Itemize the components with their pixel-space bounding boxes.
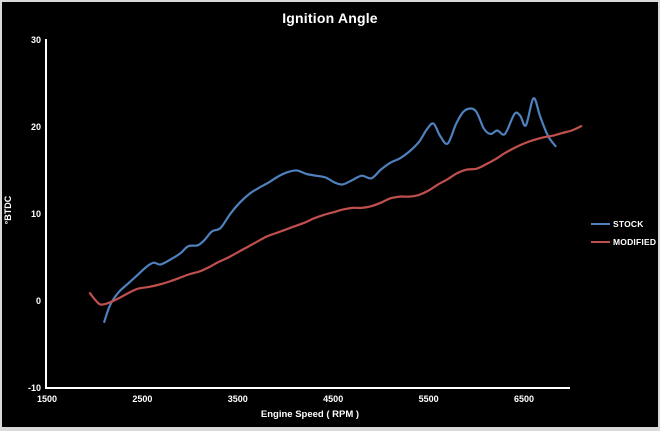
legend-item-stock: STOCK <box>591 215 656 233</box>
stock-line-swatch <box>591 223 610 225</box>
y-tick-label: 30 <box>30 35 41 45</box>
x-tick-label: 4500 <box>323 394 344 404</box>
y-tick-label: -10 <box>27 383 41 393</box>
x-tick-label: 1500 <box>36 394 58 404</box>
y-tick-label: 20 <box>30 122 41 132</box>
legend-item-modified: MODIFIED <box>591 233 656 251</box>
modified-legend-label: MODIFIED <box>613 237 657 247</box>
modified-line <box>88 125 583 306</box>
x-tick-label: 6500 <box>513 394 535 404</box>
y-tick-label: 0 <box>35 296 41 306</box>
x-tick-label: 5500 <box>418 394 439 404</box>
stock-line <box>103 97 557 323</box>
x-tick-label: 3500 <box>227 394 248 404</box>
modified-line-swatch <box>591 241 610 243</box>
x-axis-title: Engine Speed ( RPM ) <box>260 409 360 420</box>
y-tick-label: 10 <box>30 209 41 219</box>
legend: STOCK MODIFIED <box>591 215 656 251</box>
stock-legend-label: STOCK <box>613 219 644 229</box>
x-tick-label: 2500 <box>132 394 153 404</box>
chart-title: Ignition Angle <box>282 10 378 26</box>
